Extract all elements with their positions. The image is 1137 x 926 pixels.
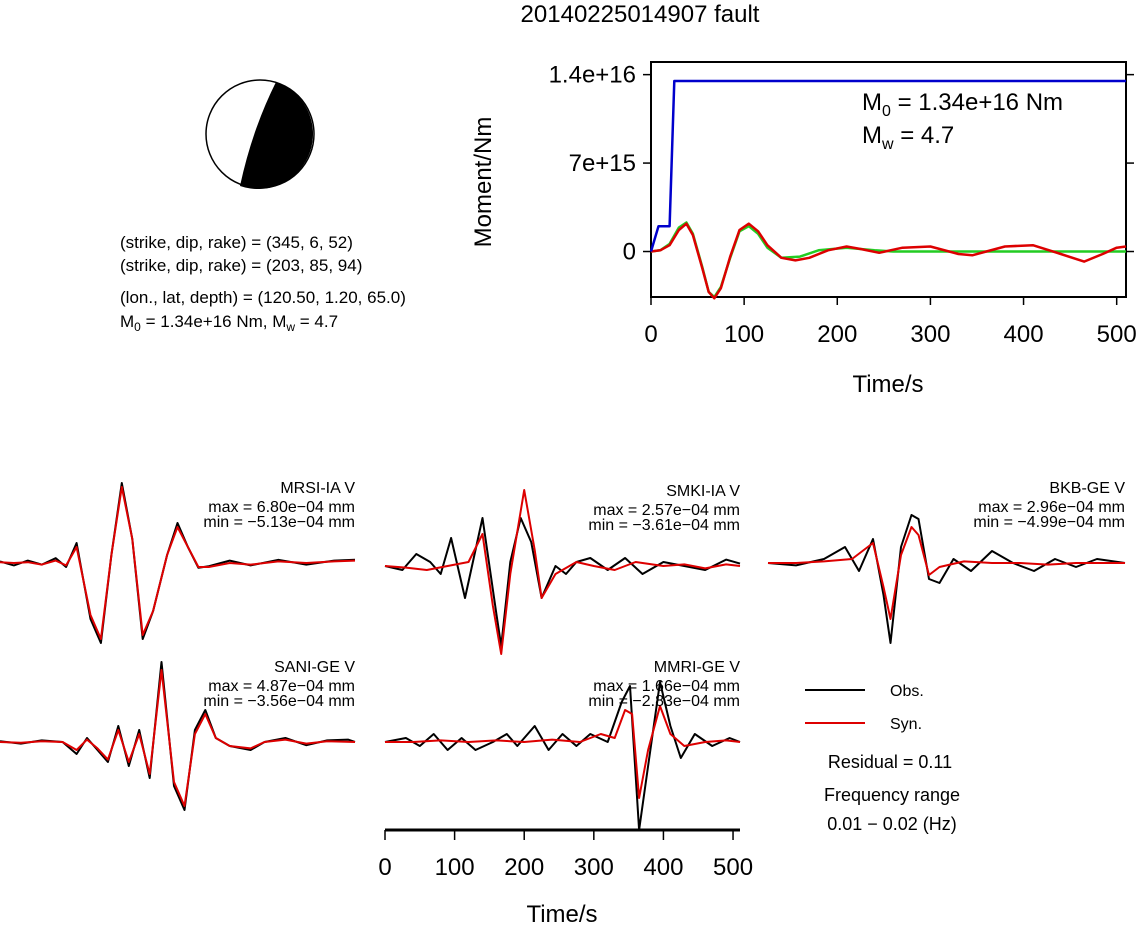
station-min-label: min = −2.83e−04 mm — [588, 693, 740, 710]
station-min-label: min = −3.56e−04 mm — [203, 693, 355, 710]
waveform-obs — [384, 681, 741, 831]
station-max-label: max = 2.57e−04 mm — [593, 502, 740, 519]
waveform-x-tick-label: 400 — [643, 854, 683, 881]
legend-obs-label: Obs. — [890, 683, 924, 700]
moment-x-tick-label: 500 — [1097, 321, 1137, 348]
waveform-obs — [767, 514, 1126, 644]
waveform-x-tick-label: 300 — [574, 854, 614, 881]
moment-x-tick-label: 200 — [817, 321, 857, 348]
residual-label: Residual = 0.11 — [828, 752, 952, 772]
station-max-label: max = 2.96e−04 mm — [978, 499, 1125, 516]
waveform-x-tick-label: 0 — [378, 854, 391, 881]
waveform-syn — [385, 705, 741, 799]
mechanism-info: (strike, dip, rake) = (345, 6, 52) (stri… — [120, 233, 406, 334]
moment-y-tick-label: 0 — [623, 239, 636, 266]
station-label: BKB-GE V — [1049, 480, 1125, 497]
station-min-label: min = −4.99e−04 mm — [973, 514, 1125, 531]
moment-x-tick-label: 300 — [910, 321, 950, 348]
moment-y-tick-label: 7e+15 — [569, 150, 636, 177]
waveform-x-tick-label: 100 — [435, 854, 475, 881]
waveform-x-tick-label: 200 — [504, 854, 544, 881]
moment-series — [649, 79, 1127, 300]
moment-x-axis-label: Time/s — [852, 371, 923, 398]
station-min-label: min = −3.61e−04 mm — [588, 517, 740, 534]
station-min-label: min = −5.13e−04 mm — [203, 514, 355, 531]
waveform-x-axis: 0 100 200 300 400 500 — [378, 828, 753, 881]
location-line: (lon., lat, depth) = (120.50, 1.20, 65.0… — [120, 288, 406, 307]
moment-m0-annotation: M0 = 1.34e+16 Nm — [862, 89, 1063, 120]
waveform-x-axis-label: Time/s — [526, 901, 597, 926]
beachball-compressional-quadrant — [240, 82, 314, 190]
mechanism-line-2: (strike, dip, rake) = (203, 85, 94) — [120, 256, 362, 275]
moment-magnitude-line: M0 = 1.34e+16 Nm, Mw = 4.7 — [120, 312, 338, 334]
waveform-x-tick-label: 500 — [713, 854, 753, 881]
waveform-syn — [384, 489, 741, 655]
moment-y-tick-label: 1.4e+16 — [549, 62, 636, 89]
moment-x-tick-label: 400 — [1004, 321, 1044, 348]
moment-x-tick-label: 0 — [644, 321, 657, 348]
station-max-label: max = 1.66e−04 mm — [593, 678, 740, 695]
legend-syn-label: Syn. — [890, 716, 922, 733]
waveform-obs — [384, 517, 741, 647]
moment-mw-annotation: Mw = 4.7 — [862, 122, 954, 153]
station-label: SMKI-IA V — [666, 483, 740, 500]
moment-x-tick-label: 100 — [724, 321, 764, 348]
page-title: 20140225014907 fault — [521, 1, 760, 28]
moment-plot: 0 100 200 300 400 500 0 7e+15 1.4e+16 Time/s Mo… — [470, 61, 1137, 398]
moment-series-stf-obs — [650, 222, 1127, 300]
moment-plot-frame — [650, 61, 1127, 298]
waveform-syn — [0, 486, 356, 640]
frequency-range-value: 0.01 − 0.02 (Hz) — [827, 814, 957, 834]
station-label: MRSI-IA V — [280, 480, 355, 497]
moment-series-moment — [649, 79, 1126, 252]
moment-x-axis: 0 100 200 300 400 500 — [644, 297, 1137, 348]
station-max-label: max = 6.80e−04 mm — [208, 499, 355, 516]
station-label: MMRI-GE V — [654, 659, 741, 676]
moment-y-axis: 0 7e+15 1.4e+16 — [549, 62, 1134, 266]
waveform-syn — [0, 669, 356, 807]
frequency-range-label: Frequency range — [824, 785, 960, 805]
legend: Obs. Syn. — [805, 683, 924, 733]
beachball — [205, 79, 315, 190]
mechanism-line-1: (strike, dip, rake) = (345, 6, 52) — [120, 233, 353, 252]
waveform-syn — [768, 526, 1125, 620]
moment-y-axis-label: Moment/Nm — [470, 117, 497, 248]
station-max-label: max = 4.87e−04 mm — [208, 678, 355, 695]
station-label: SANI-GE V — [274, 659, 355, 676]
